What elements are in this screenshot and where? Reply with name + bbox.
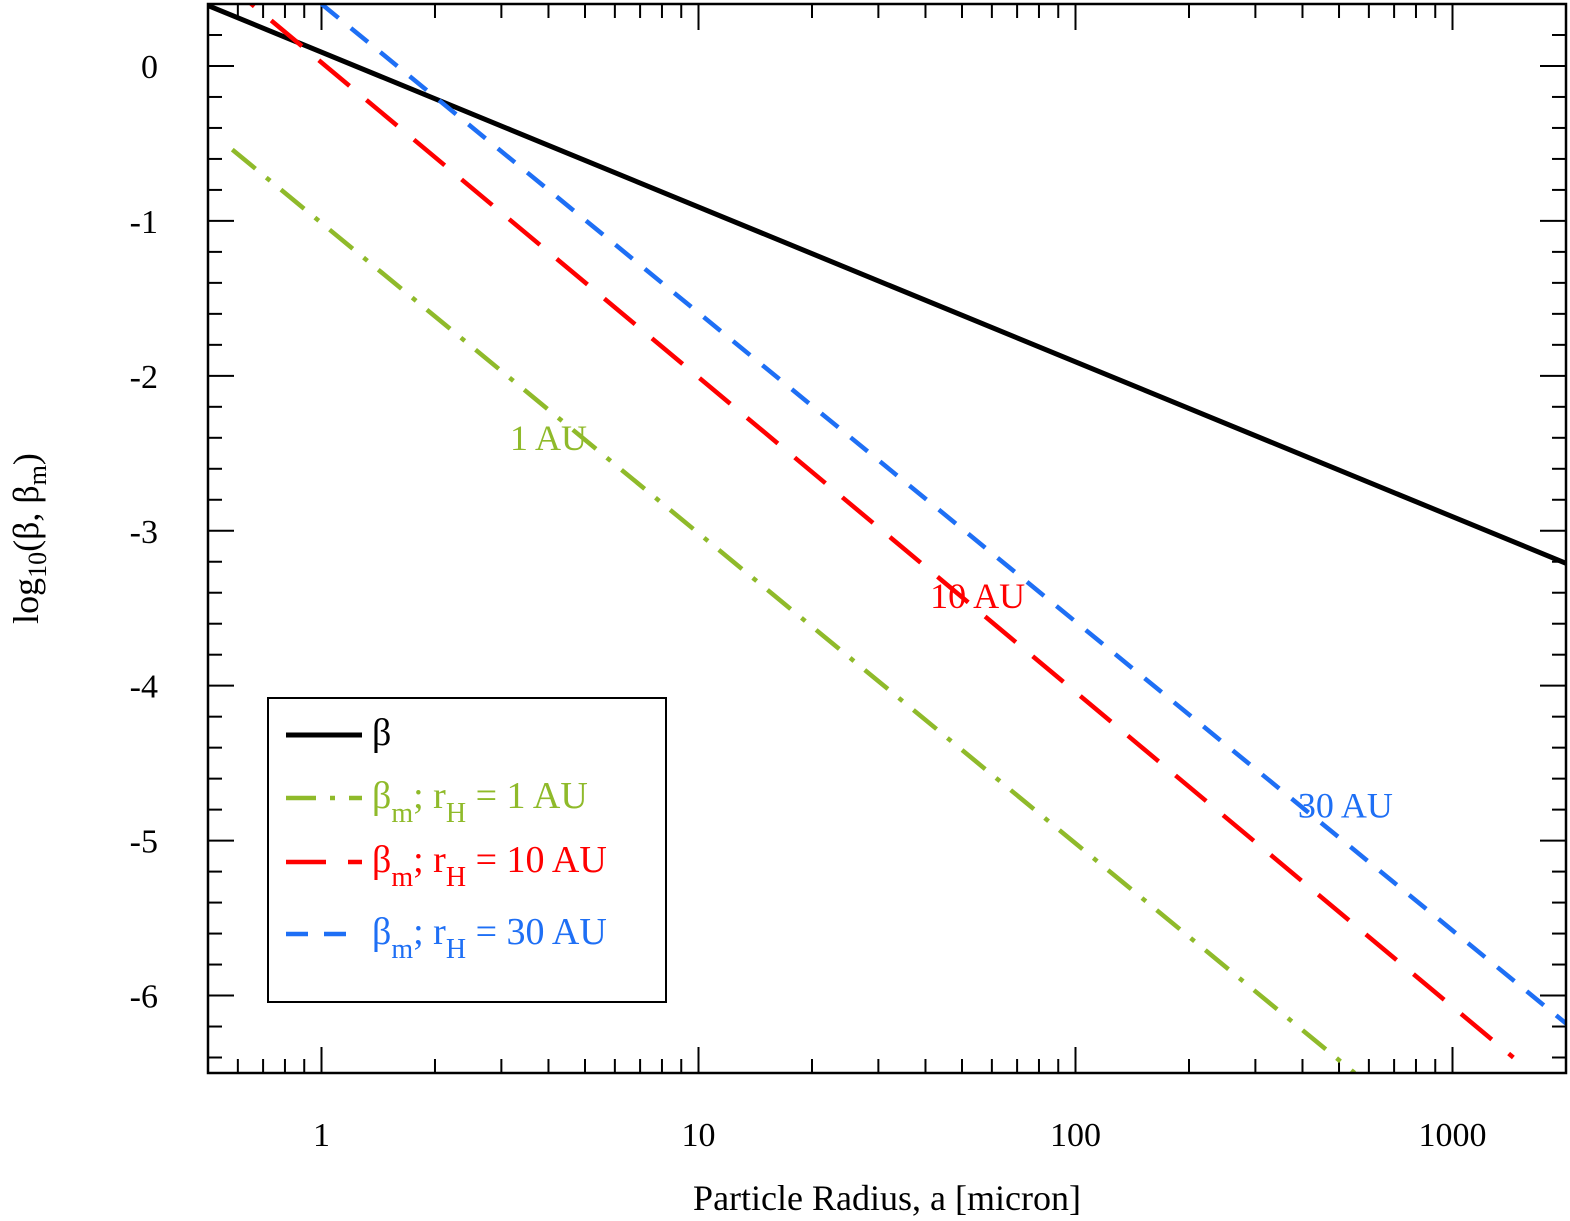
x-tick-label: 1000 <box>1419 1117 1487 1154</box>
legend-label-part: = 30 AU <box>466 911 607 953</box>
legend-box <box>267 697 667 1003</box>
series-line-bm10 <box>247 4 1515 1060</box>
y-tick-labels: 0 -1 -2 -3 -4 -5 -6 <box>130 49 158 1016</box>
legend-label-part: ; r <box>413 911 446 953</box>
y-tick-label: -1 <box>130 204 158 241</box>
series-layer <box>208 4 1566 1073</box>
legend-label-part: β <box>372 911 391 953</box>
legend-label-part: H <box>446 798 466 829</box>
x-tick-label: 10 <box>681 1117 715 1154</box>
legend-label-part: H <box>446 862 466 893</box>
legend-label-part: H <box>446 934 466 965</box>
annotation-label: 1 AU <box>510 418 587 458</box>
x-tick-label: 100 <box>1050 1117 1101 1154</box>
series-line-bm30 <box>320 4 1566 1026</box>
legend-label-part: ; r <box>413 775 446 817</box>
legend-label-part: β <box>372 775 391 817</box>
y-tick-label: -2 <box>130 359 158 396</box>
x-tick-label: 1 <box>313 1117 330 1154</box>
series-line-bm1 <box>230 147 1357 1073</box>
y-tick-label: -6 <box>130 979 158 1016</box>
legend-label-part: = 1 AU <box>466 775 588 817</box>
x-tick-labels: 1 10 100 1000 <box>313 1117 1487 1154</box>
y-axis-label-mid: (β, β <box>6 485 46 552</box>
legend-label-beta: β <box>372 712 391 754</box>
y-axis-label-prefix: log <box>6 578 46 624</box>
y-axis-label-sub: 10 <box>23 552 52 578</box>
y-tick-label: 0 <box>141 49 158 86</box>
legend-label-part: m <box>391 798 413 829</box>
y-axis-label: log10(β, βm) <box>6 453 52 624</box>
legend-label-part: m <box>391 934 413 965</box>
legend-label-bm30: βm; rH = 30 AU <box>372 911 607 965</box>
y-tick-label: -4 <box>130 669 158 706</box>
y-axis-label-suffix: ) <box>6 453 46 465</box>
legend-label-part: β <box>372 839 391 881</box>
y-tick-label: -3 <box>130 514 158 551</box>
legend-label-bm10: βm; rH = 10 AU <box>372 839 607 893</box>
x-axis-label: Particle Radius, a [micron] <box>693 1178 1081 1218</box>
annotations: 1 AU 10 AU 30 AU <box>510 418 1393 825</box>
annotation-label: 30 AU <box>1298 785 1393 825</box>
plot-frame <box>206 2 1568 1075</box>
legend-label-part: ; r <box>413 839 446 881</box>
legend-label-part: = 10 AU <box>466 839 607 881</box>
series-line-beta <box>208 4 1566 566</box>
legend-label-part: m <box>391 862 413 893</box>
legend-label-bm1: βm; rH = 1 AU <box>372 775 588 829</box>
legend-label-part: β <box>372 712 391 754</box>
y-axis-label-sub2: m <box>23 465 52 485</box>
annotation-label: 10 AU <box>930 576 1025 616</box>
y-tick-label: -5 <box>130 824 158 861</box>
